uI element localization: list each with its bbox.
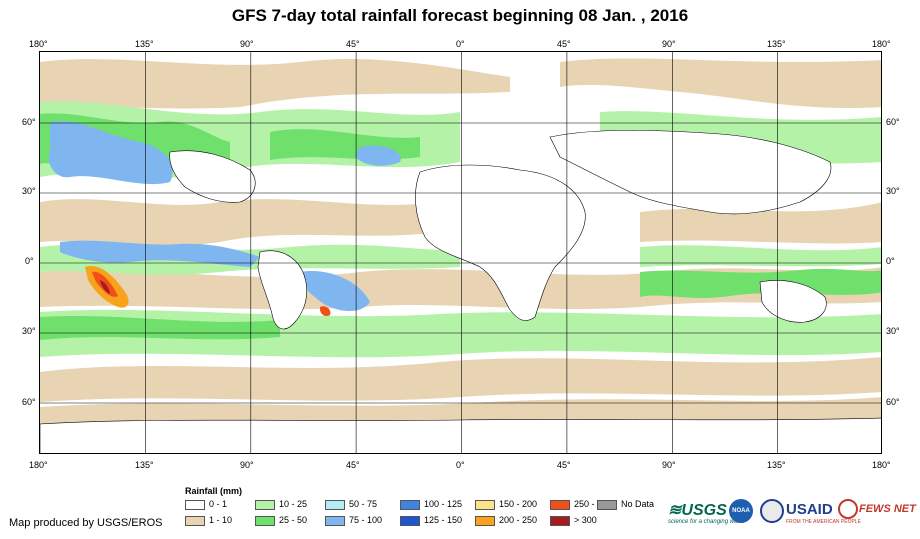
lon-label-top: 45°: [557, 39, 571, 49]
legend-label: 0 - 1: [209, 499, 228, 509]
lon-label-bottom: 135°: [135, 460, 154, 470]
legend-label: 250 - 300: [574, 499, 613, 509]
legend-label: 1 - 10: [209, 515, 233, 525]
extreme-rain-areas: [85, 266, 331, 317]
lat-label-left: 30°: [22, 326, 36, 336]
legend-label: 100 - 125: [424, 499, 463, 509]
lon-label-top: 135°: [135, 39, 154, 49]
lon-label-bottom: 0°: [456, 460, 465, 470]
usaid-tagline: FROM THE AMERICAN PEOPLE: [786, 519, 861, 525]
legend-label: 50 - 75: [349, 499, 378, 509]
lon-label-top: 45°: [346, 39, 360, 49]
legend-swatch: [325, 499, 345, 510]
lat-label-right: 60°: [886, 397, 900, 407]
legend-item: 200 - 250: [475, 515, 537, 526]
legend-label: > 300: [574, 515, 597, 525]
lon-label-top: 135°: [767, 39, 786, 49]
lon-label-bottom: 45°: [557, 460, 571, 470]
legend-item: 125 - 150: [400, 515, 462, 526]
legend-swatch: [550, 515, 570, 526]
fewsnet-globe-icon: [838, 499, 858, 519]
dry-land-areas: [169, 129, 832, 330]
lat-label-left: 60°: [22, 397, 36, 407]
legend-swatch: [400, 499, 420, 510]
fewsnet-logo: FEWS NET: [859, 503, 916, 515]
noaa-logo: NOAA: [729, 499, 753, 523]
legend-label: No Data: [621, 499, 655, 509]
antarctica: [40, 417, 881, 453]
usaid-logo: USAID: [786, 501, 833, 518]
legend-item: 250 - 300: [550, 499, 612, 510]
legend-item: 25 - 50: [255, 515, 307, 526]
lon-label-top: 180°: [29, 39, 48, 49]
usgs-logo: ≋USGS: [668, 502, 727, 519]
legend-label: 10 - 25: [279, 499, 308, 509]
legend-label: 125 - 150: [424, 515, 463, 525]
legend-swatch: [255, 515, 275, 526]
legend-swatch: [475, 499, 495, 510]
legend-label: 200 - 250: [499, 515, 538, 525]
usgs-tagline: science for a changing world: [668, 519, 745, 525]
usaid-seal-icon: [760, 499, 784, 523]
legend-label: 25 - 50: [279, 515, 308, 525]
legend-item: No Data: [597, 499, 654, 510]
lat-label-left: 30°: [22, 186, 36, 196]
lon-label-bottom: 90°: [662, 460, 676, 470]
map-title: GFS 7-day total rainfall forecast beginn…: [231, 6, 689, 25]
legend-swatch: [550, 499, 570, 510]
legend-item: 1 - 10: [185, 515, 232, 526]
legend-title: Rainfall (mm): [185, 486, 243, 496]
lon-label-bottom: 45°: [346, 460, 360, 470]
lon-label-bottom: 180°: [872, 460, 891, 470]
lon-label-bottom: 135°: [767, 460, 786, 470]
lat-label-left: 0°: [25, 256, 34, 266]
legend-swatch: [597, 499, 617, 510]
lat-label-right: 30°: [886, 326, 900, 336]
legend-item: 0 - 1: [185, 499, 227, 510]
lat-label-left: 60°: [22, 117, 36, 127]
legend-item: 150 - 200: [475, 499, 537, 510]
lat-label-right: 30°: [886, 186, 900, 196]
legend-item: 75 - 100: [325, 515, 382, 526]
legend-swatch: [325, 515, 345, 526]
lon-label-bottom: 180°: [29, 460, 48, 470]
legend-item: 50 - 75: [325, 499, 377, 510]
lon-label-top: 90°: [240, 39, 254, 49]
lon-label-top: 90°: [662, 39, 676, 49]
legend-swatch: [475, 515, 495, 526]
legend-item: > 300: [550, 515, 597, 526]
lon-label-top: 0°: [456, 39, 465, 49]
legend-label: 75 - 100: [349, 515, 383, 525]
legend-swatch: [185, 499, 205, 510]
legend-swatch: [255, 499, 275, 510]
lon-label-bottom: 90°: [240, 460, 254, 470]
very-heavy-rain-areas: [48, 121, 401, 312]
lat-label-right: 60°: [886, 117, 900, 127]
legend-item: 100 - 125: [400, 499, 462, 510]
credit-text: Map produced by USGS/EROS: [9, 517, 163, 529]
rainfall-map: [39, 51, 882, 454]
lon-label-top: 180°: [872, 39, 891, 49]
legend-swatch: [185, 515, 205, 526]
graticule: [40, 52, 881, 453]
legend-label: 150 - 200: [499, 499, 538, 509]
legend-item: 10 - 25: [255, 499, 307, 510]
lat-label-right: 0°: [886, 256, 895, 266]
legend-swatch: [400, 515, 420, 526]
